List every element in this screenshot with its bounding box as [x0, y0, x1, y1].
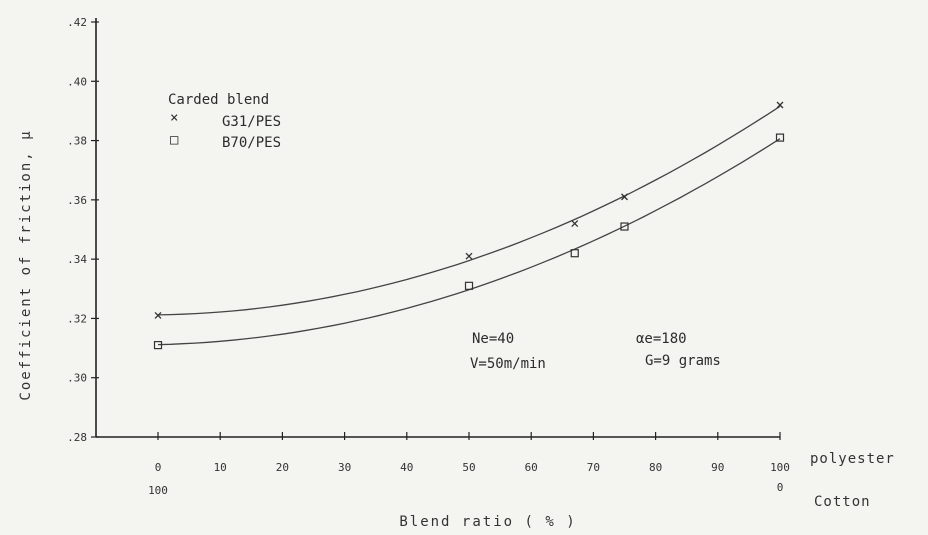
x-tick-label: 40 — [400, 461, 413, 474]
y-tick-label: .30 — [67, 372, 87, 385]
x-axis-title: Blend ratio ( % ) — [399, 514, 576, 530]
y-tick-label: .34 — [67, 253, 87, 266]
data-point-cross-stroke — [465, 252, 473, 260]
data-point-square — [775, 133, 785, 142]
annotations: Ne=40 V=50m/min αe=180 G=9 grams — [470, 331, 721, 372]
data-point-cross — [465, 252, 473, 260]
y-axis-title: Coefficient of friction, μ — [18, 129, 34, 400]
data-point-cross — [154, 312, 162, 319]
y-tick-label: .28 — [67, 431, 87, 444]
legend: Carded blend × G31/PES □ B70/PES — [168, 92, 281, 151]
x-tick-label: 60 — [525, 461, 538, 474]
legend-label-g31: G31/PES — [222, 114, 281, 130]
x-side-label-cotton: Cotton — [814, 494, 871, 510]
data-point-cross — [571, 220, 579, 228]
data-point-cross-stroke — [621, 193, 628, 201]
series-markers — [153, 101, 785, 350]
x-tick-label-second: 0 — [777, 481, 784, 494]
x-tick-label: 90 — [711, 461, 724, 474]
annotation-alpha: αe=180 — [636, 331, 687, 347]
axes — [95, 18, 780, 438]
data-point-square — [464, 281, 474, 290]
data-point-square — [153, 341, 163, 350]
y-tick-label: .40 — [67, 75, 87, 88]
x-tick-label: 30 — [338, 461, 351, 474]
x-ticks: 0 10 20 30 40 50 60 70 80 90 100 100 0 — [148, 432, 790, 497]
data-point-square — [620, 222, 629, 231]
x-tick-label: 20 — [276, 461, 289, 474]
x-tick-label: 0 — [155, 461, 162, 474]
x-tick-label: 10 — [214, 461, 227, 474]
series-line-b70-pes — [157, 138, 781, 346]
x-tick-label: 50 — [462, 461, 475, 474]
x-tick-label-second: 100 — [148, 484, 168, 497]
y-ticks: .28 .30 .32 .34 .36 .38 .40 .42 — [67, 16, 99, 444]
y-tick-label: .32 — [67, 312, 87, 325]
x-side-label-polyester: polyester — [810, 451, 895, 467]
x-tick-label: 100 — [770, 461, 790, 474]
series-line-g31-pes — [157, 105, 781, 316]
legend-marker-square: □ — [170, 132, 179, 148]
data-point-cross-stroke — [571, 220, 579, 228]
data-point-cross-stroke — [154, 312, 162, 319]
annotation-v: V=50m/min — [470, 356, 546, 372]
y-tick-label: .38 — [67, 135, 87, 148]
data-point-cross-stroke — [776, 101, 784, 109]
x-tick-label: 70 — [587, 461, 600, 474]
data-point-square — [570, 249, 579, 258]
legend-title: Carded blend — [168, 92, 269, 108]
legend-label-b70: B70/PES — [222, 135, 281, 151]
data-point-cross — [776, 101, 784, 109]
legend-marker-cross: × — [170, 110, 178, 126]
y-tick-label: .36 — [67, 194, 87, 207]
annotation-ne: Ne=40 — [472, 331, 514, 347]
annotation-g: G=9 grams — [645, 353, 721, 369]
y-tick-label: .42 — [67, 16, 87, 29]
data-point-cross — [621, 193, 628, 201]
x-tick-label: 80 — [649, 461, 662, 474]
